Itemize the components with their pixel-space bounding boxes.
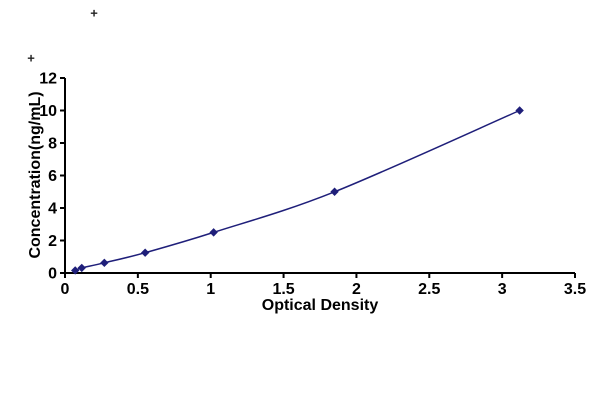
x-tick-label: 3 xyxy=(498,281,507,298)
y-tick-label: 2 xyxy=(48,233,57,250)
data-point-marker xyxy=(330,187,339,196)
x-tick-label: 0 xyxy=(61,281,70,298)
y-tick-label: 6 xyxy=(48,168,57,185)
x-tick-label: 2.5 xyxy=(418,281,440,298)
y-tick-label: 12 xyxy=(39,71,57,88)
data-point-marker xyxy=(209,228,218,237)
y-tick-label: 4 xyxy=(48,201,57,218)
x-tick-label: 1 xyxy=(206,281,215,298)
x-tick-label: 3.5 xyxy=(564,281,586,298)
y-axis-title: Concentration(ng/mL) xyxy=(27,91,44,259)
crop-mark-icon: + xyxy=(27,50,35,66)
data-point-marker xyxy=(140,248,150,257)
data-point-marker xyxy=(100,258,109,268)
data-point-marker xyxy=(71,266,80,275)
y-tick-label: 8 xyxy=(48,136,57,153)
crop-mark-icon: + xyxy=(90,5,98,21)
x-axis-title: Optical Density xyxy=(261,297,379,314)
data-point-marker xyxy=(77,263,86,273)
x-tick-label: 2 xyxy=(352,281,361,298)
y-tick-label: 0 xyxy=(48,266,57,283)
x-tick-label: 0.5 xyxy=(127,281,149,298)
x-tick-label: 1.5 xyxy=(272,281,294,298)
y-tick-label: 10 xyxy=(39,103,57,120)
data-point-marker xyxy=(515,106,524,115)
curve-path xyxy=(74,109,520,272)
